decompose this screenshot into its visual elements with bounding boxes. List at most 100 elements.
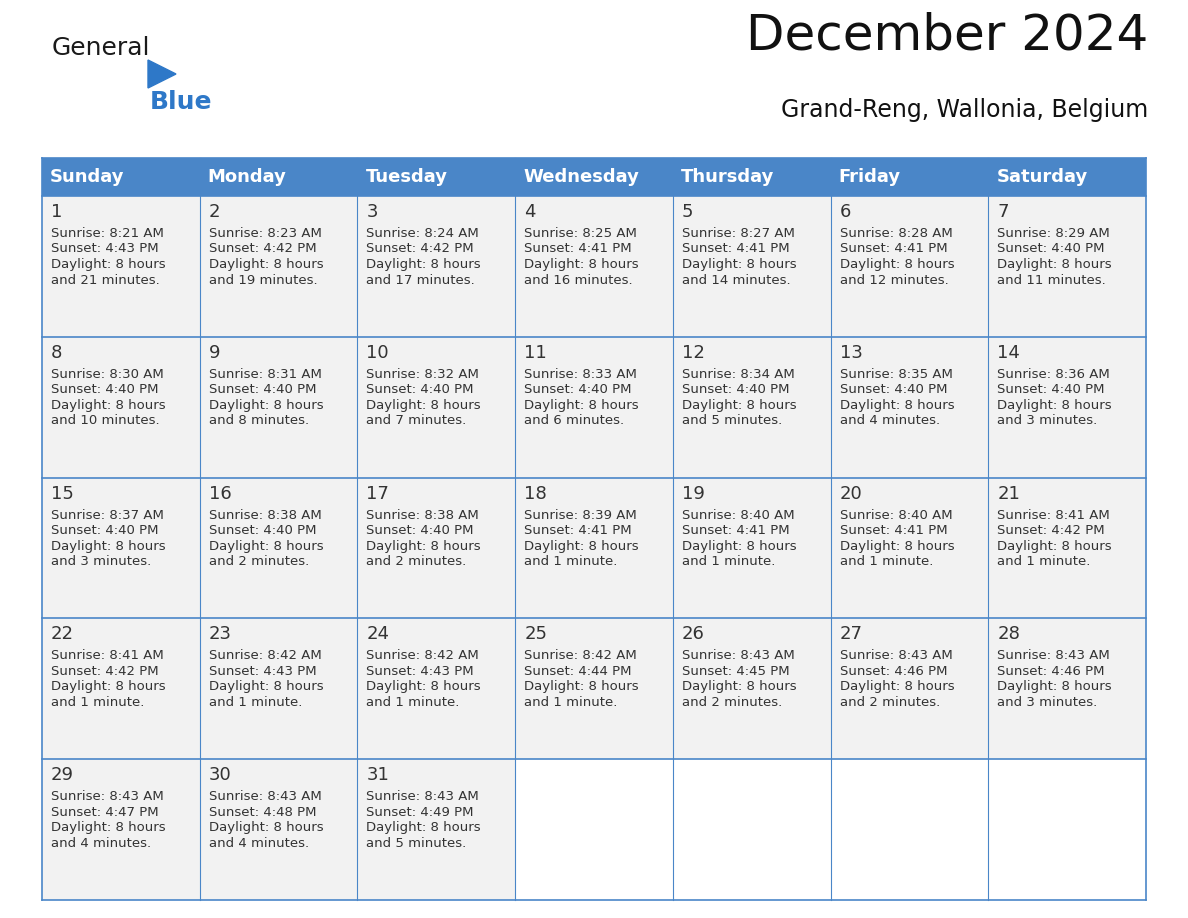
Text: Sunset: 4:41 PM: Sunset: 4:41 PM: [682, 242, 790, 255]
Text: Daylight: 8 hours: Daylight: 8 hours: [209, 680, 323, 693]
Text: Sunset: 4:48 PM: Sunset: 4:48 PM: [209, 806, 316, 819]
Text: Sunset: 4:43 PM: Sunset: 4:43 PM: [51, 242, 159, 255]
Text: Sunrise: 8:43 AM: Sunrise: 8:43 AM: [682, 649, 795, 663]
Text: Daylight: 8 hours: Daylight: 8 hours: [209, 398, 323, 412]
Text: Sunset: 4:40 PM: Sunset: 4:40 PM: [840, 384, 947, 397]
Text: Sunrise: 8:33 AM: Sunrise: 8:33 AM: [524, 368, 637, 381]
Text: and 2 minutes.: and 2 minutes.: [682, 696, 782, 709]
Text: and 16 minutes.: and 16 minutes.: [524, 274, 633, 286]
Text: Sunrise: 8:43 AM: Sunrise: 8:43 AM: [997, 649, 1110, 663]
Text: 5: 5: [682, 203, 694, 221]
Text: Sunset: 4:42 PM: Sunset: 4:42 PM: [997, 524, 1105, 537]
Text: 18: 18: [524, 485, 546, 502]
Text: Daylight: 8 hours: Daylight: 8 hours: [366, 258, 481, 271]
Text: and 19 minutes.: and 19 minutes.: [209, 274, 317, 286]
Text: 14: 14: [997, 344, 1020, 362]
Text: 12: 12: [682, 344, 704, 362]
Text: Daylight: 8 hours: Daylight: 8 hours: [51, 398, 165, 412]
Text: Daylight: 8 hours: Daylight: 8 hours: [682, 258, 796, 271]
Text: Sunset: 4:42 PM: Sunset: 4:42 PM: [366, 242, 474, 255]
Text: Sunrise: 8:35 AM: Sunrise: 8:35 AM: [840, 368, 953, 381]
Text: Daylight: 8 hours: Daylight: 8 hours: [997, 540, 1112, 553]
Text: General: General: [52, 36, 151, 60]
Text: Wednesday: Wednesday: [523, 168, 639, 186]
Text: Blue: Blue: [150, 90, 213, 114]
Text: Sunrise: 8:34 AM: Sunrise: 8:34 AM: [682, 368, 795, 381]
Text: and 1 minute.: and 1 minute.: [997, 555, 1091, 568]
Text: Daylight: 8 hours: Daylight: 8 hours: [682, 680, 796, 693]
Text: and 1 minute.: and 1 minute.: [524, 555, 618, 568]
Text: Sunset: 4:40 PM: Sunset: 4:40 PM: [997, 384, 1105, 397]
Text: Daylight: 8 hours: Daylight: 8 hours: [840, 258, 954, 271]
Text: and 5 minutes.: and 5 minutes.: [682, 414, 782, 427]
Text: 6: 6: [840, 203, 851, 221]
Text: 21: 21: [997, 485, 1020, 502]
Text: Sunrise: 8:32 AM: Sunrise: 8:32 AM: [366, 368, 479, 381]
Text: Sunset: 4:41 PM: Sunset: 4:41 PM: [524, 524, 632, 537]
Text: 10: 10: [366, 344, 388, 362]
Text: 25: 25: [524, 625, 548, 644]
Text: and 5 minutes.: and 5 minutes.: [366, 836, 467, 850]
Text: Daylight: 8 hours: Daylight: 8 hours: [997, 258, 1112, 271]
Text: Sunset: 4:47 PM: Sunset: 4:47 PM: [51, 806, 159, 819]
Text: and 1 minute.: and 1 minute.: [209, 696, 302, 709]
Text: Sunrise: 8:41 AM: Sunrise: 8:41 AM: [997, 509, 1110, 521]
Text: 2: 2: [209, 203, 220, 221]
Text: Sunset: 4:40 PM: Sunset: 4:40 PM: [209, 524, 316, 537]
Text: Sunset: 4:40 PM: Sunset: 4:40 PM: [682, 384, 789, 397]
Text: Daylight: 8 hours: Daylight: 8 hours: [209, 540, 323, 553]
Bar: [42, 158, 1146, 196]
Text: Sunset: 4:49 PM: Sunset: 4:49 PM: [366, 806, 474, 819]
Text: and 12 minutes.: and 12 minutes.: [840, 274, 948, 286]
Text: and 1 minute.: and 1 minute.: [524, 696, 618, 709]
Text: 22: 22: [51, 625, 74, 644]
Text: 26: 26: [682, 625, 704, 644]
Text: Sunset: 4:40 PM: Sunset: 4:40 PM: [366, 384, 474, 397]
Text: Sunset: 4:40 PM: Sunset: 4:40 PM: [51, 384, 158, 397]
Text: Sunrise: 8:31 AM: Sunrise: 8:31 AM: [209, 368, 322, 381]
Text: Sunrise: 8:43 AM: Sunrise: 8:43 AM: [51, 790, 164, 803]
Bar: [672, 759, 830, 900]
Text: Sunrise: 8:38 AM: Sunrise: 8:38 AM: [209, 509, 322, 521]
Text: Sunrise: 8:43 AM: Sunrise: 8:43 AM: [209, 790, 322, 803]
Text: Sunset: 4:45 PM: Sunset: 4:45 PM: [682, 665, 790, 677]
Text: and 3 minutes.: and 3 minutes.: [51, 555, 151, 568]
Text: Sunrise: 8:23 AM: Sunrise: 8:23 AM: [209, 227, 322, 240]
Text: Daylight: 8 hours: Daylight: 8 hours: [524, 398, 639, 412]
Text: Sunrise: 8:28 AM: Sunrise: 8:28 AM: [840, 227, 953, 240]
Text: Sunrise: 8:36 AM: Sunrise: 8:36 AM: [997, 368, 1110, 381]
Text: Friday: Friday: [839, 168, 901, 186]
Text: 8: 8: [51, 344, 63, 362]
Text: Sunrise: 8:42 AM: Sunrise: 8:42 AM: [366, 649, 479, 663]
Text: 7: 7: [997, 203, 1009, 221]
Text: 17: 17: [366, 485, 390, 502]
Text: and 7 minutes.: and 7 minutes.: [366, 414, 467, 427]
Text: 11: 11: [524, 344, 546, 362]
Text: Daylight: 8 hours: Daylight: 8 hours: [840, 398, 954, 412]
Text: Monday: Monday: [208, 168, 286, 186]
Text: Daylight: 8 hours: Daylight: 8 hours: [997, 680, 1112, 693]
Text: Sunset: 4:40 PM: Sunset: 4:40 PM: [524, 384, 632, 397]
Text: and 14 minutes.: and 14 minutes.: [682, 274, 790, 286]
Bar: [42, 158, 1146, 900]
Text: and 10 minutes.: and 10 minutes.: [51, 414, 159, 427]
Text: and 2 minutes.: and 2 minutes.: [840, 696, 940, 709]
Text: Daylight: 8 hours: Daylight: 8 hours: [524, 258, 639, 271]
Text: Daylight: 8 hours: Daylight: 8 hours: [524, 680, 639, 693]
Text: 19: 19: [682, 485, 704, 502]
Text: Daylight: 8 hours: Daylight: 8 hours: [840, 540, 954, 553]
Text: Daylight: 8 hours: Daylight: 8 hours: [51, 540, 165, 553]
Text: Sunrise: 8:42 AM: Sunrise: 8:42 AM: [524, 649, 637, 663]
Text: 20: 20: [840, 485, 862, 502]
Text: Daylight: 8 hours: Daylight: 8 hours: [840, 680, 954, 693]
Text: Sunrise: 8:41 AM: Sunrise: 8:41 AM: [51, 649, 164, 663]
Text: Sunrise: 8:42 AM: Sunrise: 8:42 AM: [209, 649, 322, 663]
Text: 3: 3: [366, 203, 378, 221]
Polygon shape: [148, 60, 176, 88]
Text: Sunrise: 8:37 AM: Sunrise: 8:37 AM: [51, 509, 164, 521]
Text: Daylight: 8 hours: Daylight: 8 hours: [682, 398, 796, 412]
Bar: [516, 759, 672, 900]
Text: and 4 minutes.: and 4 minutes.: [51, 836, 151, 850]
Text: Daylight: 8 hours: Daylight: 8 hours: [682, 540, 796, 553]
Text: 23: 23: [209, 625, 232, 644]
